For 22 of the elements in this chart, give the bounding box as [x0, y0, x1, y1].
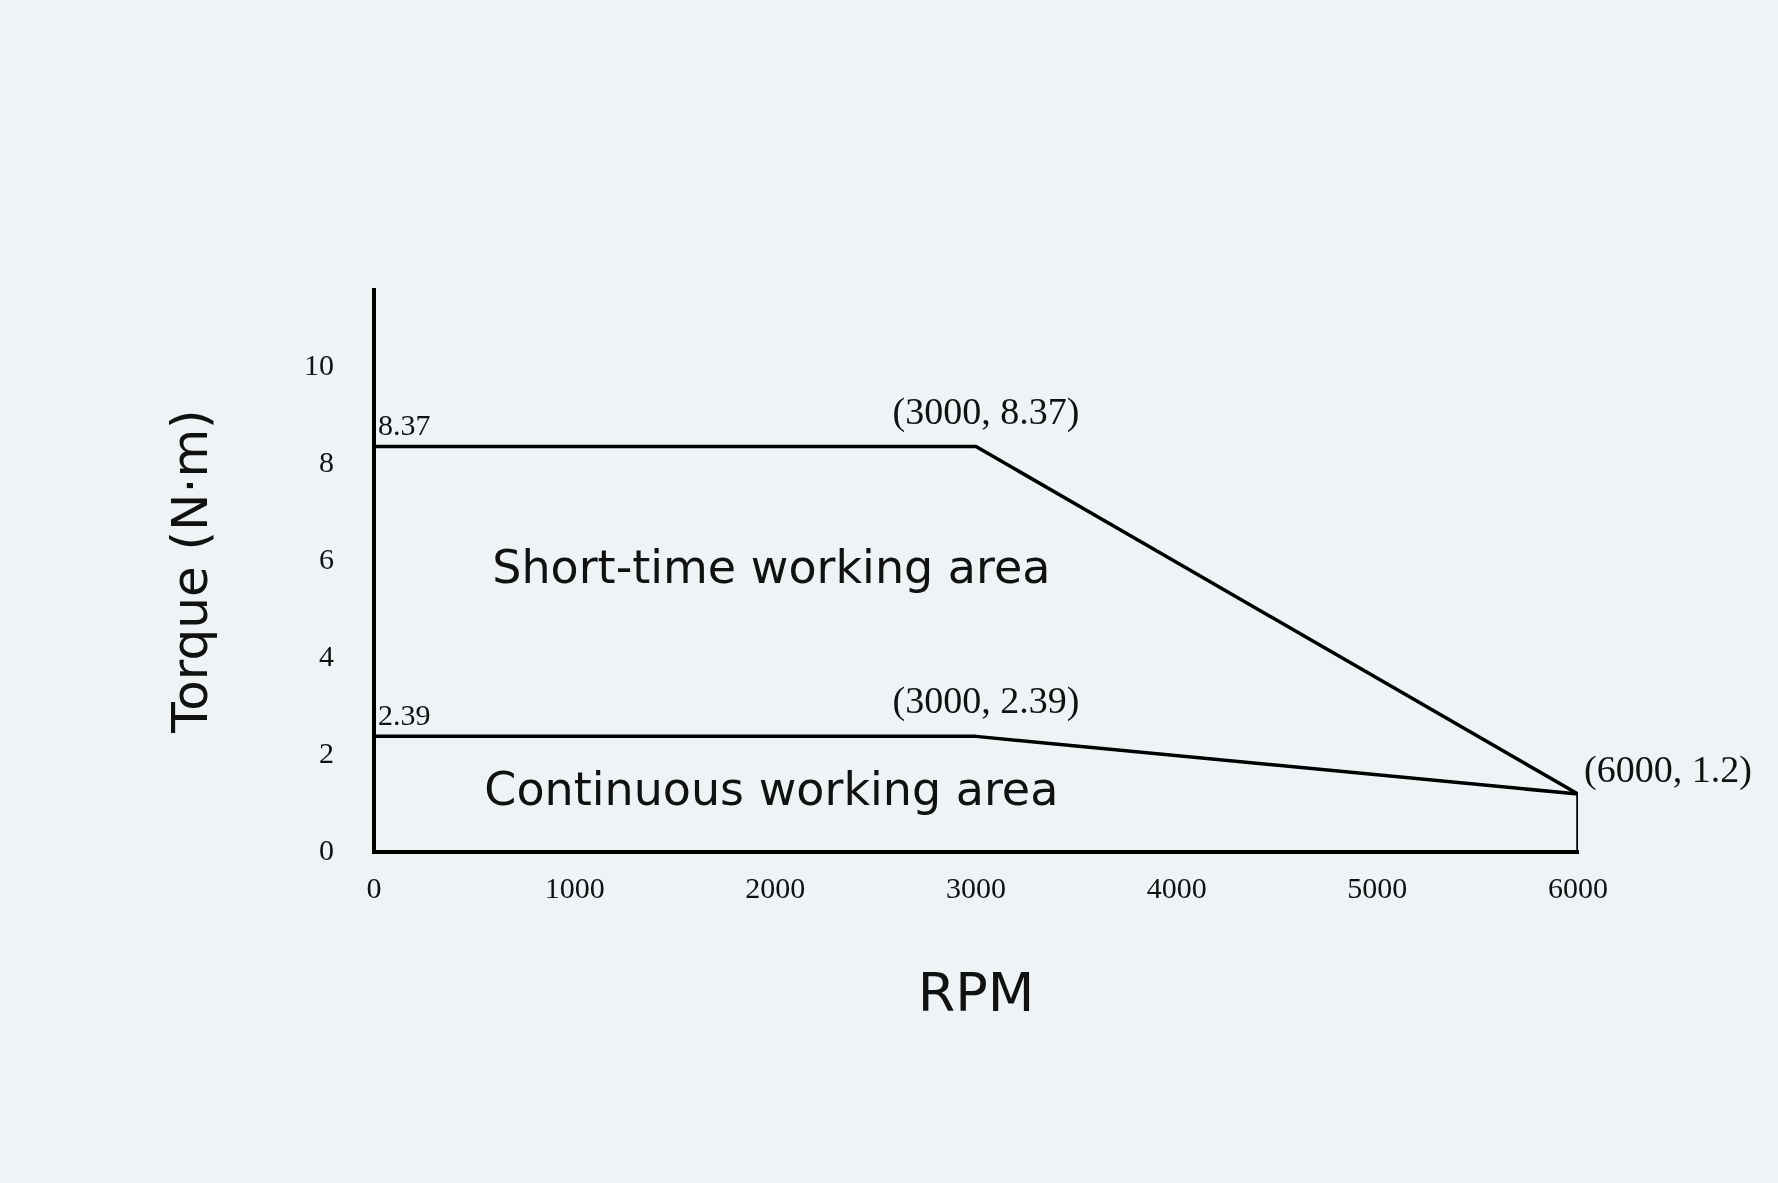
x-tick-label: 0 — [366, 871, 382, 905]
annotation: Continuous working area — [484, 762, 1059, 817]
annotation: (3000, 2.39) — [892, 679, 1080, 723]
x-tick-label: 1000 — [544, 871, 605, 905]
annotation: 2.39 — [378, 698, 431, 732]
y-tick-label: 2 — [319, 736, 334, 770]
y-tick-label: 8 — [319, 445, 334, 479]
annotation: (3000, 8.37) — [892, 389, 1080, 433]
y-tick-label: 6 — [319, 542, 334, 576]
y-axis-title: Torque (N·m) — [160, 409, 219, 734]
x-tick-label: 6000 — [1548, 871, 1608, 905]
x-axis-title: RPM — [917, 960, 1035, 1024]
y-tick-label: 0 — [319, 833, 334, 867]
x-tick-label: 3000 — [946, 871, 1006, 905]
annotation: (6000, 1.2) — [1584, 748, 1752, 792]
annotation: Short-time working area — [492, 540, 1051, 595]
x-tick-label: 5000 — [1347, 871, 1408, 905]
x-tick-label: 2000 — [745, 871, 806, 905]
x-tick-label: 4000 — [1146, 871, 1207, 905]
y-tick-label: 10 — [304, 348, 334, 382]
annotation: 8.37 — [378, 408, 431, 442]
y-tick-label: 4 — [319, 639, 334, 673]
